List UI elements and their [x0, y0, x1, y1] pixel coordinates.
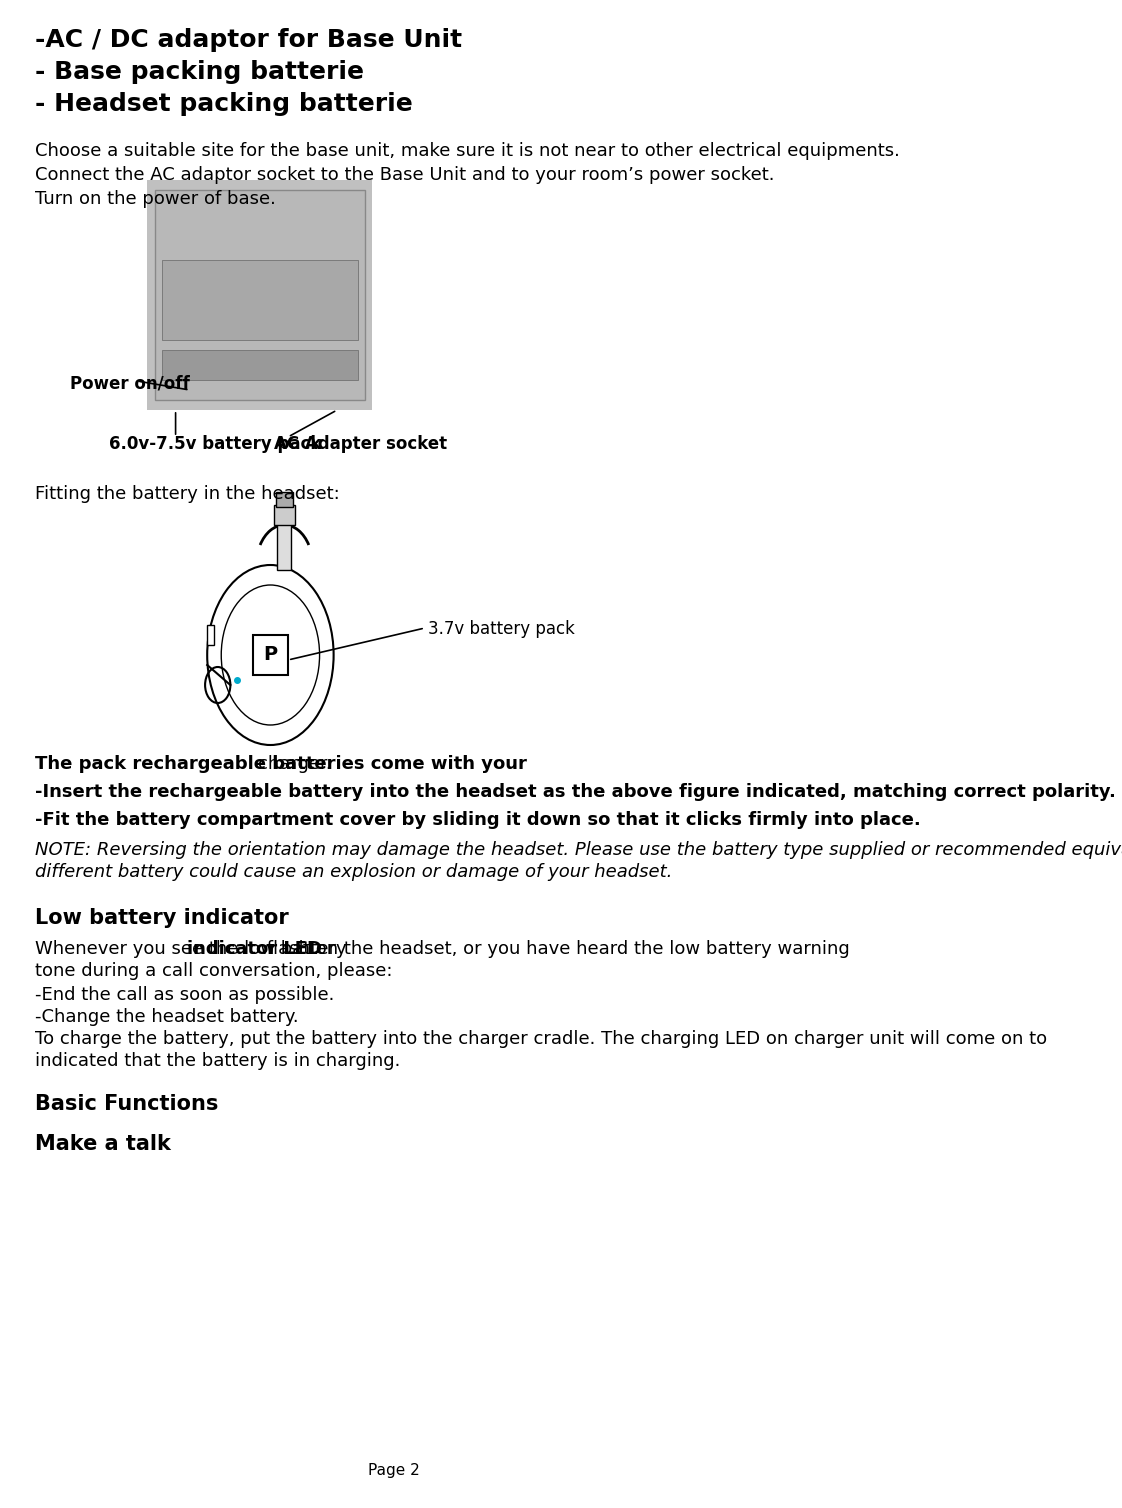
Text: 6.0v-7.5v battery pack: 6.0v-7.5v battery pack [109, 434, 321, 452]
Text: indicator LED: indicator LED [187, 939, 322, 958]
Text: tone during a call conversation, please:: tone during a call conversation, please: [35, 962, 393, 980]
Text: 3.7v battery pack: 3.7v battery pack [429, 620, 576, 638]
Text: Low battery indicator: Low battery indicator [35, 908, 288, 927]
Text: -Fit the battery compartment cover by sliding it down so that it clicks firmly i: -Fit the battery compartment cover by sl… [35, 811, 921, 829]
Text: -Change the headset battery.: -Change the headset battery. [35, 1007, 298, 1025]
Text: AC Adapter socket: AC Adapter socket [274, 434, 447, 452]
Text: Fitting the battery in the headset:: Fitting the battery in the headset: [35, 486, 340, 504]
Bar [252, 635, 288, 676]
Text: - Headset packing batterie: - Headset packing batterie [35, 92, 413, 116]
Text: -Insert the rechargeable battery into the headset as the above figure indicated,: -Insert the rechargeable battery into th… [35, 783, 1116, 801]
FancyBboxPatch shape [147, 179, 373, 410]
Bar [208, 624, 214, 645]
Text: indicated that the battery is in charging.: indicated that the battery is in chargin… [35, 1053, 401, 1071]
Text: Turn on the power of base.: Turn on the power of base. [35, 190, 276, 208]
Text: P: P [264, 645, 277, 665]
Text: different battery could cause an explosion or damage of your headset.: different battery could cause an explosi… [35, 863, 672, 881]
Text: - Base packing batterie: - Base packing batterie [35, 60, 365, 84]
Text: -AC / DC adaptor for Base Unit: -AC / DC adaptor for Base Unit [35, 29, 462, 51]
Text: Page 2: Page 2 [368, 1463, 420, 1478]
Text: Basic Functions: Basic Functions [35, 1093, 219, 1114]
Text: The pack rechargeable batteries come with your: The pack rechargeable batteries come wit… [35, 756, 533, 774]
Bar [276, 492, 293, 507]
Text: NOTE: Reversing the orientation may damage the headset. Please use the battery t: NOTE: Reversing the orientation may dama… [35, 841, 1122, 860]
Text: Power on/off: Power on/off [71, 375, 190, 394]
Text: flash on the headset, or you have heard the low battery warning: flash on the headset, or you have heard … [261, 939, 849, 958]
Bar [277, 520, 292, 570]
FancyBboxPatch shape [155, 190, 366, 400]
Text: Connect the AC adaptor socket to the Base Unit and to your room’s power socket.: Connect the AC adaptor socket to the Bas… [35, 166, 774, 184]
Text: -End the call as soon as possible.: -End the call as soon as possible. [35, 986, 334, 1004]
Bar [274, 505, 295, 525]
Text: Choose a suitable site for the base unit, make sure it is not near to other elec: Choose a suitable site for the base unit… [35, 142, 900, 160]
Bar [162, 259, 358, 339]
Text: To charge the battery, put the battery into the charger cradle. The charging LED: To charge the battery, put the battery i… [35, 1030, 1047, 1048]
Text: Make a talk: Make a talk [35, 1134, 171, 1154]
Bar [162, 350, 358, 380]
Text: charger.: charger. [258, 756, 332, 774]
Text: Whenever you see the low battery: Whenever you see the low battery [35, 939, 352, 958]
